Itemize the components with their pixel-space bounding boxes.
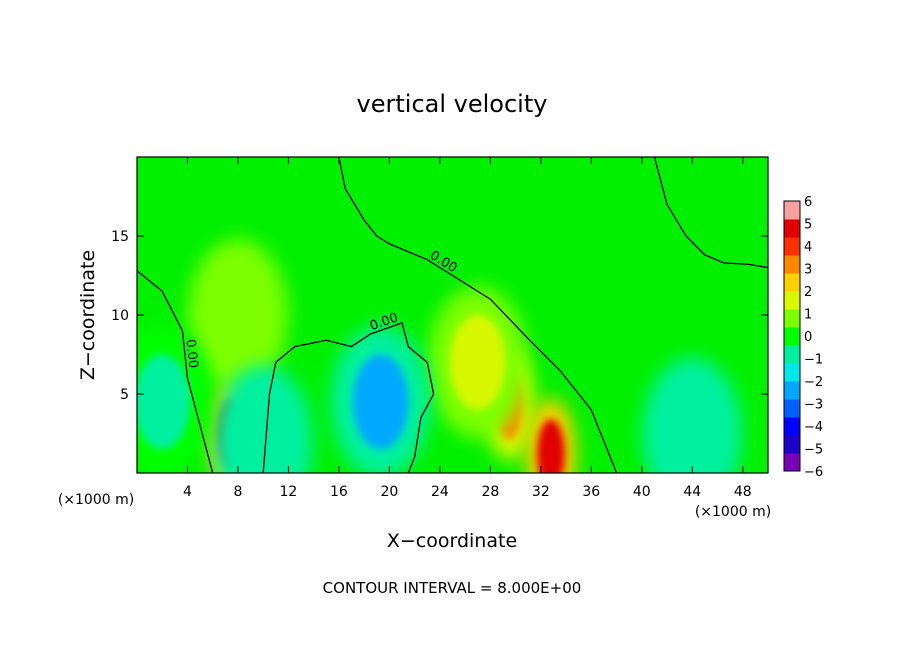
contour-line-2 [338, 157, 618, 473]
colorbar-label-12: −6 [804, 465, 823, 480]
colorbar-swatch-6 [784, 345, 800, 364]
x-tick-label-32: 32 [532, 484, 550, 500]
contour-line-3 [653, 157, 768, 269]
colorbar: 6 5 4 3 2 1 0 −1 −2 −3 −4 −5 −6 [783, 195, 823, 480]
colorbar-swatch-11 [784, 255, 800, 274]
field-core-2 [537, 419, 565, 473]
colorbar-swatch-1 [784, 435, 800, 454]
colorbar-label-6: 0 [804, 330, 812, 345]
x-tick-label-8: 8 [233, 484, 242, 500]
colorbar-label-4: 2 [804, 285, 812, 300]
contour-label-0: 0.00 [182, 339, 200, 369]
x-tick-label-24: 24 [431, 484, 449, 500]
colorbar-label-5: 1 [804, 308, 812, 323]
colorbar-swatch-2 [784, 417, 800, 436]
x-tick-label-20: 20 [380, 484, 398, 500]
chart-title: vertical velocity [357, 90, 548, 118]
x-axis-label: X−coordinate [387, 530, 517, 552]
contour-line-1 [262, 322, 435, 473]
colorbar-swatch-10 [784, 273, 800, 292]
colorbar-swatch-14 [784, 201, 800, 220]
x-tick-label-16: 16 [330, 484, 348, 500]
x-unit-left: (×1000 m) [58, 492, 134, 508]
colorbar-label-3: 3 [804, 263, 812, 278]
colorbar-swatch-5 [784, 363, 800, 382]
field-core-7 [137, 354, 190, 450]
x-axis: 4 8 12 16 20 24 28 32 36 40 44 48 [183, 157, 752, 500]
y-tick-label-5: 5 [120, 387, 129, 403]
contour-line-0 [137, 270, 214, 473]
x-tick-label-4: 4 [183, 484, 192, 500]
x-tick-label-44: 44 [683, 484, 701, 500]
colorbar-swatch-8 [784, 309, 800, 328]
y-axis-label: Z−coordinate [77, 250, 99, 380]
x-tick-label-28: 28 [481, 484, 499, 500]
x-tick-label-12: 12 [280, 484, 298, 500]
colorbar-swatch-12 [784, 237, 800, 256]
y-tick-label-10: 10 [111, 308, 129, 324]
colorbar-label-1: 5 [804, 218, 812, 233]
field-core-6 [235, 394, 291, 473]
contour-interval-note: CONTOUR INTERVAL = 8.000E+00 [323, 579, 582, 597]
colorbar-label-8: −2 [804, 375, 823, 390]
colorbar-label-7: −1 [804, 353, 823, 368]
field-core-4 [449, 315, 506, 410]
colorbar-label-9: −3 [804, 398, 823, 413]
x-tick-label-36: 36 [582, 484, 600, 500]
colorbar-swatch-9 [784, 291, 800, 310]
colorbar-swatch-4 [784, 381, 800, 400]
colorbar-swatch-7 [784, 327, 800, 346]
colorbar-label-11: −5 [804, 443, 823, 458]
zero-contours [137, 157, 768, 473]
field-core-8 [664, 386, 721, 473]
x-tick-label-40: 40 [633, 484, 651, 500]
y-tick-label-15: 15 [111, 229, 129, 245]
field-core-5 [352, 354, 409, 450]
x-tick-label-48: 48 [734, 484, 752, 500]
colorbar-label-10: −4 [804, 420, 823, 435]
colorbar-label-2: 4 [804, 240, 812, 255]
colorbar-swatch-13 [784, 219, 800, 238]
x-unit-right: (×1000 m) [695, 504, 771, 520]
y-axis: 5 10 15 [111, 229, 768, 403]
colorbar-frame [783, 200, 801, 472]
colorbar-label-0: 6 [804, 195, 812, 210]
colorbar-swatch-0 [784, 453, 800, 472]
field-core-3 [210, 267, 266, 363]
colorbar-swatch-3 [784, 399, 800, 418]
velocity-field [137, 239, 743, 473]
